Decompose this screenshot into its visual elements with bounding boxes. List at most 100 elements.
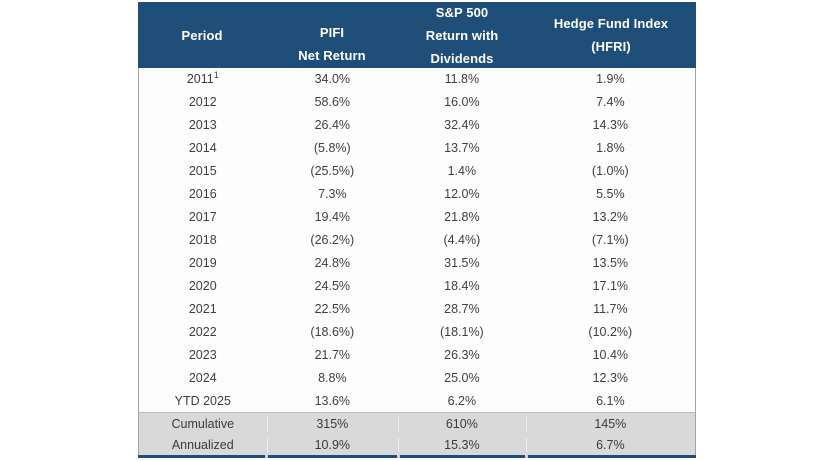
value-cell: 14.3% [592, 118, 629, 133]
value-cell: 6.7% [526, 438, 695, 452]
value-cell: (10.2%) [588, 324, 633, 339]
table-header-row: Period PIFI Net Return S&P 500 Return with Di… [138, 2, 696, 68]
value-cell: 11.8% [444, 72, 480, 87]
value-cell: (18.1%) [439, 324, 484, 339]
value-cell: 26.3% [444, 347, 480, 362]
column-header-line: Net Return [298, 48, 366, 63]
table-row: 20111 34.0% 11.8% 1.9% [139, 68, 695, 91]
table-row: 2020 24.5% 18.4% 17.1% [139, 274, 695, 297]
value-cell: 6.2% [447, 393, 477, 408]
value-cell: 145% [526, 417, 695, 431]
table-row: 2015 (25.5%) 1.4% (1.0%) [139, 160, 695, 183]
summary-row: Cumulative 315% 610% 145% [139, 413, 695, 434]
performance-table: Period PIFI Net Return S&P 500 Return with Di… [138, 2, 696, 458]
value-cell: 315% [267, 417, 399, 431]
table-row: 2016 7.3% 12.0% 5.5% [139, 183, 695, 206]
column-header-pifi: PIFI Net Return [266, 2, 398, 68]
column-header-line: Hedge Fund Index [553, 16, 669, 31]
summary-row: Annualized 10.9% 15.3% 6.7% [139, 434, 695, 455]
value-cell: 24.5% [314, 278, 351, 293]
value-cell: 19.4% [314, 210, 351, 225]
table-row: 2014 (5.8%) 13.7% 1.8% [139, 137, 695, 160]
period-cell: 2016 [188, 187, 217, 202]
column-header-period: Period [138, 2, 266, 68]
period-cell: Annualized [171, 437, 234, 452]
column-header-line: PIFI [319, 25, 345, 40]
value-cell: (4.4%) [443, 233, 481, 248]
value-cell: 15.3% [398, 438, 526, 452]
value-cell: 25.0% [444, 370, 480, 385]
value-cell: 12.0% [444, 187, 480, 202]
column-header-sp500: S&P 500 Return with Dividends [398, 2, 526, 68]
table-row: 2024 8.8% 25.0% 12.3% [139, 366, 695, 389]
period-cell: Cumulative [171, 416, 235, 431]
period-cell: 2023 [188, 347, 217, 362]
column-header-hfri: Hedge Fund Index (HFRI) [526, 2, 696, 68]
value-cell: 11.7% [593, 301, 628, 316]
value-cell: (7.1%) [591, 233, 629, 248]
period-cell: 2017 [188, 210, 217, 225]
column-header-line: Period [181, 27, 223, 43]
period-cell: 2014 [188, 141, 217, 156]
value-cell: 34.0% [314, 72, 351, 87]
value-cell: 12.3% [592, 370, 629, 385]
value-cell: 28.7% [444, 301, 480, 316]
table-row: 2022 (18.6%) (18.1%) (10.2%) [139, 320, 695, 343]
value-cell: 16.0% [444, 95, 480, 110]
column-header-line: Dividends [430, 50, 494, 66]
table-row: 2018 (26.2%) (4.4%) (7.1%) [139, 229, 695, 252]
value-cell: 21.7% [314, 347, 351, 362]
value-cell: 1.8% [596, 141, 625, 156]
period-cell: 2013 [188, 118, 217, 133]
period-cell: 2020 [188, 278, 217, 293]
period-cell: 20111 [186, 70, 219, 87]
table-row: 2013 26.4% 32.4% 14.3% [139, 114, 695, 137]
period-cell: 2012 [188, 95, 217, 110]
column-divider-tick [397, 455, 400, 458]
period-cell: 2024 [188, 370, 217, 385]
value-cell: 18.4% [444, 278, 480, 293]
value-cell: 13.7% [444, 141, 480, 156]
value-cell: 13.2% [592, 210, 629, 225]
period-cell: 2022 [188, 324, 217, 339]
period-cell: 2015 [188, 164, 217, 179]
value-cell: 6.1% [596, 393, 625, 408]
value-cell: 8.8% [318, 370, 347, 385]
period-cell: 2021 [188, 301, 217, 316]
value-cell: 26.4% [314, 118, 351, 133]
column-header-line: (HFRI) [591, 39, 631, 54]
value-cell: (18.6%) [310, 324, 355, 339]
value-cell: (26.2%) [310, 233, 355, 248]
value-cell: 10.9% [267, 438, 399, 452]
value-cell: 10.4% [592, 347, 629, 362]
column-header-line: Return with [425, 27, 499, 43]
value-cell: 32.4% [444, 118, 480, 133]
column-divider-tick [525, 455, 528, 458]
column-divider-tick [265, 455, 268, 458]
value-cell: 31.5% [444, 255, 480, 270]
value-cell: 58.6% [314, 95, 351, 110]
period-cell: 2018 [188, 233, 217, 248]
table-summary: Cumulative 315% 610% 145% Annualized 10.9% 15.… [138, 412, 696, 455]
value-cell: 7.3% [318, 187, 347, 202]
value-cell: 1.4% [447, 164, 477, 179]
value-cell: 5.5% [596, 187, 625, 202]
value-cell: 17.1% [592, 278, 629, 293]
value-cell: (5.8%) [313, 141, 351, 156]
table-row: 2012 58.6% 16.0% 7.4% [139, 91, 695, 114]
table-row: 2021 22.5% 28.7% 11.7% [139, 297, 695, 320]
value-cell: 1.9% [596, 72, 625, 87]
value-cell: 22.5% [314, 301, 351, 316]
period-cell: YTD 2025 [174, 393, 231, 408]
value-cell: 21.8% [444, 210, 480, 225]
footnote-superscript: 1 [213, 70, 219, 81]
value-cell: 610% [398, 417, 526, 431]
value-cell: 7.4% [596, 95, 625, 110]
value-cell: 24.8% [314, 255, 351, 270]
table-row: YTD 2025 13.6% 6.2% 6.1% [139, 389, 695, 412]
value-cell: 13.5% [592, 255, 629, 270]
table-bottom-border [138, 455, 696, 458]
table-row: 2017 19.4% 21.8% 13.2% [139, 206, 695, 229]
value-cell: (25.5%) [310, 164, 355, 179]
